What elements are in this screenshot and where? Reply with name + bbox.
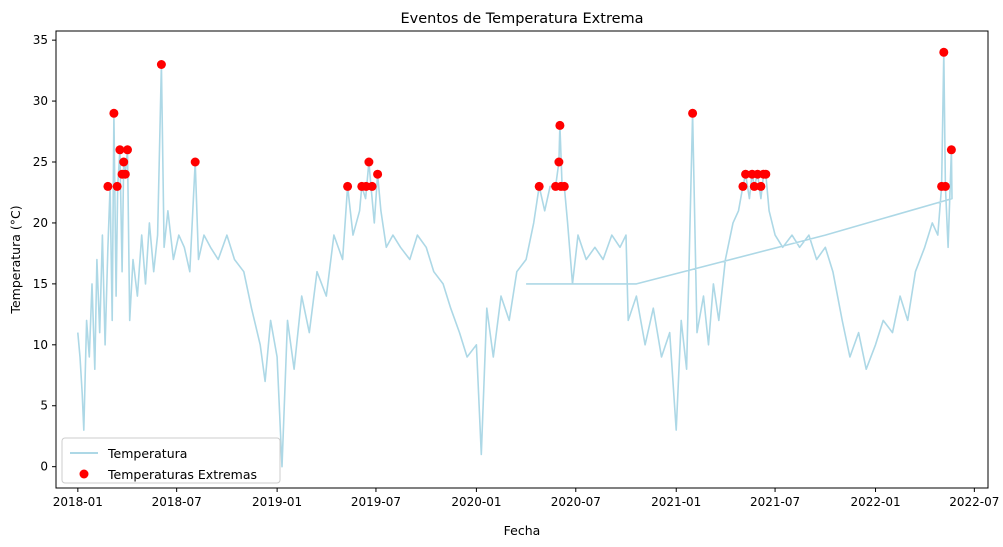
legend-label-extremas: Temperaturas Extremas: [107, 467, 257, 482]
x-axis-label: Fecha: [504, 523, 541, 538]
extreme-point: [534, 181, 544, 191]
y-tick-label: 5: [40, 399, 48, 413]
extreme-point: [373, 169, 383, 179]
extreme-point: [109, 108, 119, 118]
extreme-point: [103, 181, 113, 191]
x-tick-label: 2021-01: [651, 495, 701, 509]
extreme-point: [364, 157, 374, 167]
y-tick-label: 25: [33, 155, 48, 169]
y-tick-label: 0: [40, 460, 48, 474]
extreme-point: [555, 120, 565, 130]
plot-area: 2018-01 2018-07 2019-01 2019-07 2020-01 2020-…: [33, 30, 999, 509]
extreme-point: [120, 169, 130, 179]
extreme-point: [156, 60, 166, 69]
x-tick-label: 2018-01: [53, 495, 103, 509]
x-tick-label: 2022-01: [850, 495, 900, 509]
extreme-point: [741, 169, 751, 179]
plot-frame: [55, 30, 989, 489]
y-axis-label: Temperatura (°C): [8, 205, 23, 314]
extreme-point: [749, 181, 759, 191]
extreme-point: [190, 157, 200, 167]
x-tick-label: 2019-01: [252, 495, 302, 509]
extreme-point: [559, 181, 569, 191]
legend-dot-key: [79, 469, 89, 479]
extreme-point: [761, 169, 771, 179]
legend: Temperatura Temperaturas Extremas: [61, 437, 281, 484]
temperature-series-line: [77, 51, 953, 468]
extreme-point: [554, 157, 564, 167]
extreme-point: [946, 145, 956, 155]
extreme-point: [367, 181, 377, 191]
x-tick-label: 2018-07: [152, 495, 202, 509]
extreme-point: [343, 181, 353, 191]
extreme-point: [940, 181, 950, 191]
extreme-point: [115, 145, 125, 155]
legend-label-temperatura: Temperatura: [107, 446, 187, 461]
chart-title: Eventos de Temperatura Extrema: [400, 11, 643, 27]
extreme-point: [738, 181, 748, 191]
x-tick-label: 2019-07: [351, 495, 401, 509]
extreme-point: [112, 181, 122, 191]
extreme-point: [119, 157, 129, 167]
legend-box: [61, 437, 281, 484]
y-tick-label: 30: [33, 94, 48, 108]
extreme-point: [756, 181, 766, 191]
y-tick-label: 15: [33, 277, 48, 291]
extreme-point: [939, 47, 949, 57]
y-tick-label: 35: [33, 33, 48, 47]
x-tick-label: 2022-07: [949, 495, 999, 509]
x-tick-label: 2021-07: [750, 495, 800, 509]
x-tick-label: 2020-07: [551, 495, 601, 509]
extreme-point: [123, 145, 132, 155]
x-tick-label: 2020-01: [451, 495, 501, 509]
extreme-point: [688, 108, 698, 118]
y-tick-label: 10: [33, 338, 48, 352]
y-tick-label: 20: [33, 216, 48, 230]
